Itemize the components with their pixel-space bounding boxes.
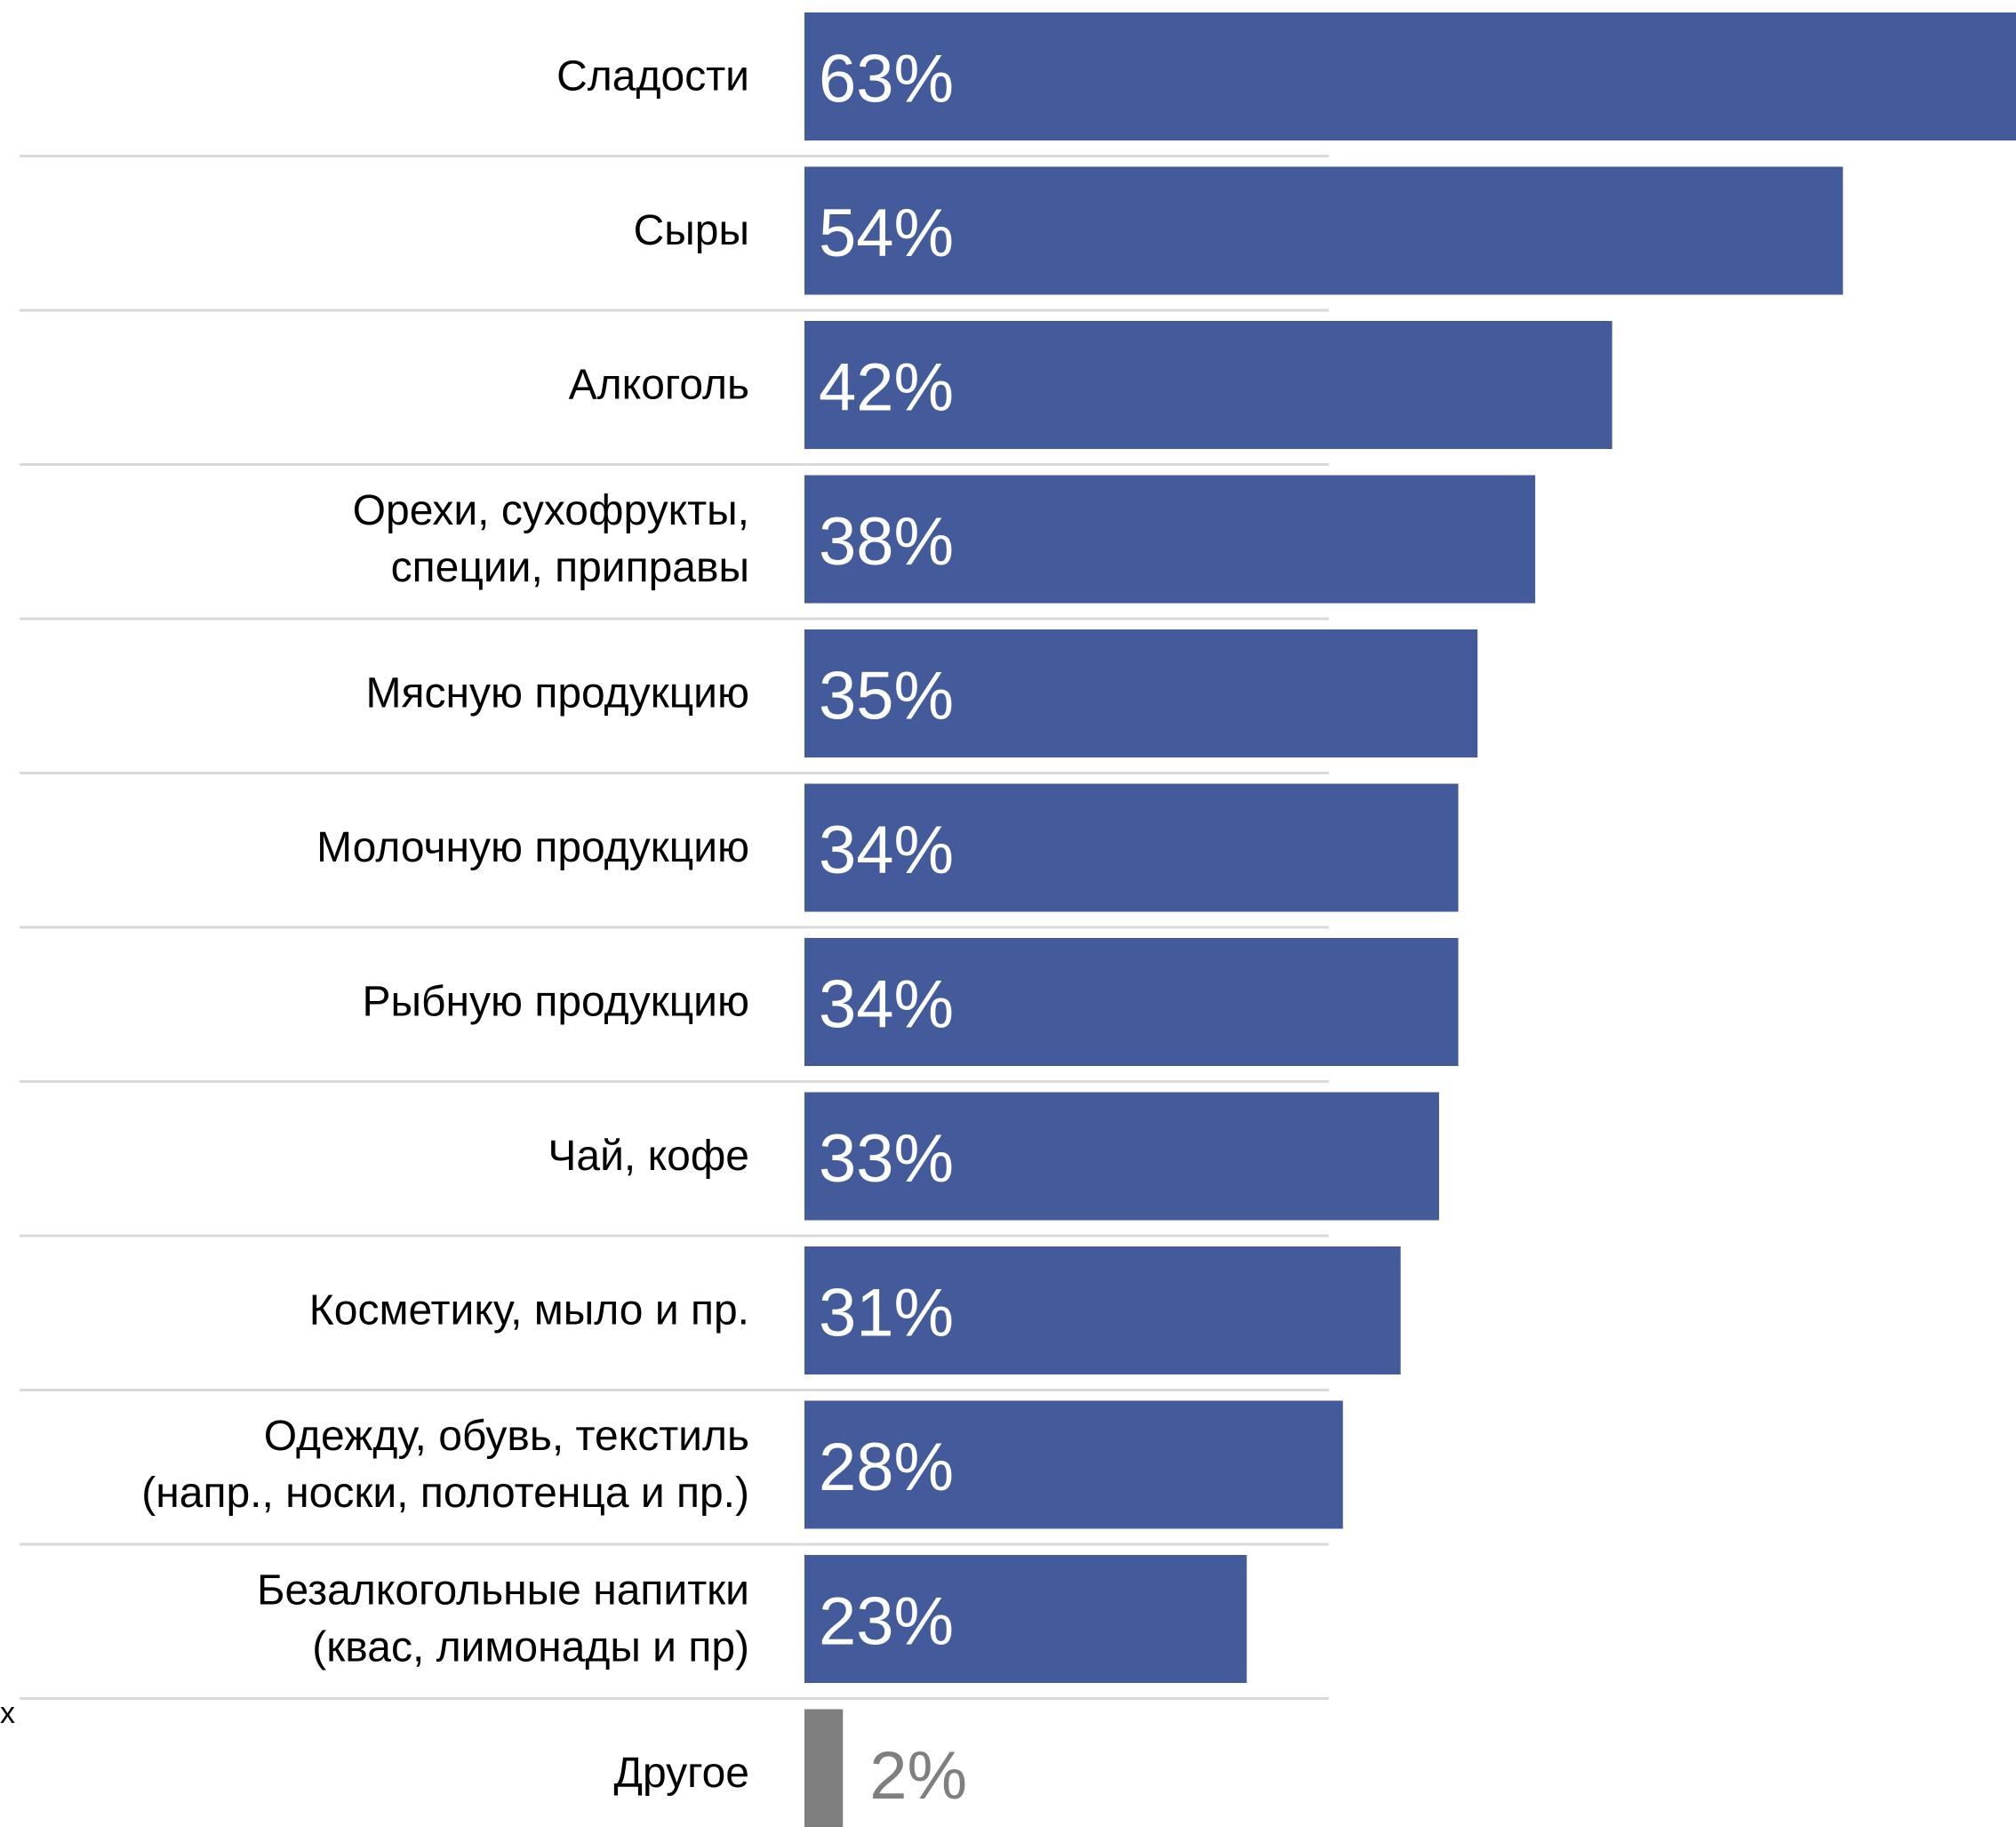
category-label: (квас, лимонады и пр) xyxy=(312,1624,749,1671)
category-label: Рыбную продукцию xyxy=(363,979,750,1026)
bar xyxy=(804,938,1459,1066)
data-label: 38% xyxy=(819,504,954,580)
bar xyxy=(804,321,1612,449)
bar xyxy=(804,1555,1247,1683)
category-label: специи, приправы xyxy=(391,544,749,591)
category-label: Чай, кофе xyxy=(548,1133,749,1180)
data-label: 35% xyxy=(819,659,954,734)
category-label: Мясную продукцию xyxy=(366,670,749,717)
category-label: (напр., носки, полотенца и пр.) xyxy=(141,1470,749,1517)
category-label: Алкоголь xyxy=(569,362,749,409)
category-label: Безалкогольные напитки xyxy=(257,1567,749,1615)
bar xyxy=(804,629,1478,757)
data-label: 34% xyxy=(819,967,954,1043)
bar xyxy=(804,475,1536,604)
data-label: 23% xyxy=(819,1584,954,1660)
category-label: Молочную продукцию xyxy=(316,824,749,871)
category-label: Орехи, сухофрукты, xyxy=(353,487,749,534)
bar xyxy=(804,1246,1401,1374)
data-label: 33% xyxy=(819,1121,954,1197)
category-label: Сладости xyxy=(556,53,749,100)
bar xyxy=(804,166,1844,295)
data-label: 63% xyxy=(819,42,954,117)
stray-mark: x xyxy=(0,1696,15,1730)
data-label: 2% xyxy=(869,1738,967,1814)
category-label: Сыры xyxy=(634,207,749,254)
data-label: 28% xyxy=(819,1430,954,1505)
bar xyxy=(804,1400,1343,1529)
bar xyxy=(804,1092,1439,1221)
data-label: 31% xyxy=(819,1276,954,1351)
category-label: Одежду, обувь, текстиль xyxy=(264,1413,749,1460)
data-label: 42% xyxy=(819,350,954,426)
data-label: 54% xyxy=(819,196,954,271)
category-label: Косметику, мыло и пр. xyxy=(309,1287,749,1334)
bar xyxy=(804,783,1459,912)
bar xyxy=(804,12,2016,140)
bar xyxy=(804,1709,844,1827)
category-label: Другое xyxy=(613,1750,749,1797)
data-label: 34% xyxy=(819,813,954,888)
